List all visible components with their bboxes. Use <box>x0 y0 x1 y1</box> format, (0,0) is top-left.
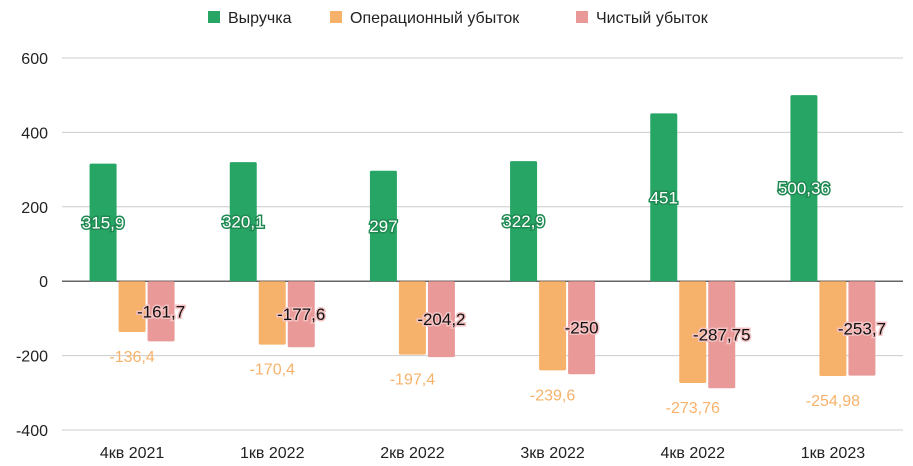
bar <box>650 113 678 282</box>
data-label: -136,4 <box>109 349 154 366</box>
legend-label: Операционный убыток <box>350 10 520 27</box>
bar <box>287 281 315 348</box>
data-label: -197,4 <box>390 372 435 389</box>
bar <box>848 281 876 376</box>
bar <box>510 161 538 282</box>
y-tick-label: 0 <box>39 274 48 291</box>
bar <box>568 281 596 375</box>
data-label: 500,36 <box>778 179 830 198</box>
data-label: -161,7 <box>137 302 185 321</box>
bar <box>229 162 257 282</box>
legend-swatch <box>330 11 342 23</box>
bar <box>427 281 455 358</box>
bar <box>89 163 117 282</box>
x-tick-label: 3кв 2022 <box>520 445 585 462</box>
bar <box>790 95 818 282</box>
gridlines <box>62 57 903 431</box>
x-axis-ticks: 4кв 2021 1кв 2022 2кв 2022 3кв 2022 4кв 2022… <box>100 445 865 462</box>
data-label: -170,4 <box>250 362 295 379</box>
data-label: 315,9 <box>82 213 125 232</box>
data-label: -254,98 <box>806 393 860 410</box>
data-label: 297 <box>369 217 397 236</box>
legend-label: Выручка <box>228 10 292 27</box>
y-tick-label: 200 <box>21 200 48 217</box>
bar <box>398 281 426 355</box>
y-tick-label: 400 <box>21 125 48 142</box>
bars <box>89 95 876 389</box>
legend-label: Чистый убыток <box>596 10 709 27</box>
bar <box>369 170 397 282</box>
bar <box>118 281 146 332</box>
legend: Выручка Операционный убыток Чистый убыток <box>208 10 709 27</box>
legend-swatch <box>576 11 588 23</box>
data-labels: 315,9 -136,4 -161,7 320,1 -170,4 -177,6 297 -19… <box>80 178 887 417</box>
data-label: -239,6 <box>530 387 575 404</box>
x-tick-label: 1кв 2022 <box>240 445 305 462</box>
data-label: -287,75 <box>693 326 751 345</box>
data-label: -250 <box>565 319 599 338</box>
data-label: -253,7 <box>838 319 886 338</box>
bar <box>258 281 286 345</box>
y-tick-label: -200 <box>16 349 48 366</box>
data-label: -204,2 <box>417 310 465 329</box>
data-label: 322,9 <box>502 212 545 231</box>
bar <box>147 281 175 342</box>
bar <box>819 281 847 377</box>
x-tick-label: 4кв 2022 <box>661 445 726 462</box>
x-tick-label: 1кв 2023 <box>801 445 866 462</box>
y-axis-ticks: 600 400 200 0 -200 -400 <box>16 51 48 440</box>
bar <box>708 281 736 389</box>
data-label: -273,76 <box>666 400 720 417</box>
data-label: 451 <box>650 188 678 207</box>
legend-swatch <box>208 11 220 23</box>
x-tick-label: 2кв 2022 <box>380 445 445 462</box>
y-tick-label: 600 <box>21 51 48 68</box>
bar <box>679 281 707 384</box>
bar <box>539 281 567 371</box>
y-tick-label: -400 <box>16 423 48 440</box>
data-label: 320,1 <box>222 213 265 232</box>
data-label: -177,6 <box>277 305 325 324</box>
x-tick-label: 4кв 2021 <box>100 445 165 462</box>
